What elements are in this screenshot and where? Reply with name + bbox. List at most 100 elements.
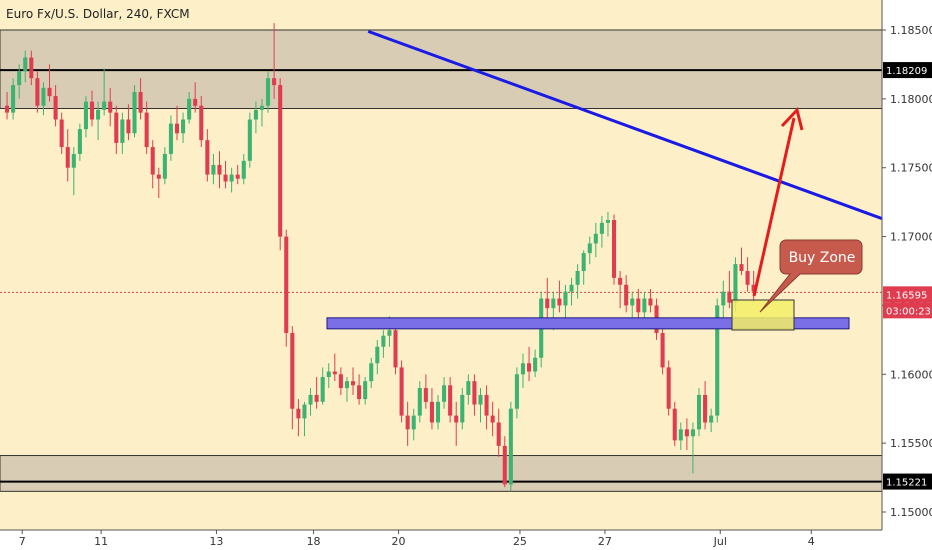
time-tick-label: 11 [94,535,108,548]
candle-body [357,385,362,400]
candle-body [751,284,756,292]
candle-body [745,271,750,285]
candle-body [229,174,234,182]
candle-body [660,332,665,368]
price-tick-label: 1.16000 [890,368,932,381]
candle-body [320,377,325,402]
candle [296,399,301,437]
time-tick-label: 13 [209,535,223,548]
candle-body [332,371,337,375]
price-tick-label: 1.17500 [890,162,932,175]
candle [187,91,192,124]
candle-body [727,291,732,303]
buy-zone-box[interactable] [731,299,795,331]
candle [417,381,422,423]
candle-body [59,119,64,148]
candle [223,160,228,189]
candle [605,211,610,237]
support-zone [0,455,883,492]
candle [156,167,161,199]
candle-body [684,429,689,437]
candle [126,104,131,141]
candle [83,96,88,138]
candle [89,90,95,127]
candle-body [108,101,113,113]
candle [278,78,283,251]
time-axis[interactable]: 7 11 13 18 20 25 27 Jul 4 [0,529,882,550]
candle [520,353,526,389]
bullish-arrow-line[interactable] [752,117,796,297]
candle-body [11,85,16,113]
blue-zone-rectangle[interactable] [326,317,850,330]
candle-body [114,112,119,143]
candle-body [612,220,617,278]
candle [539,291,544,368]
candle [357,374,362,405]
candle [508,401,513,492]
candle [569,277,574,306]
candle-body [217,164,222,175]
price-axis[interactable]: 1.185001.180001.175001.170001.165001.160… [881,0,932,550]
candle-body [739,264,744,271]
candle [618,271,623,309]
candle [181,112,186,143]
candle-body [569,284,574,292]
candle [478,388,483,423]
candle-body [672,408,677,441]
candle [484,385,489,430]
arrow-head-icon [780,106,804,131]
chart-title: Euro Fx/U.S. Dollar, 240, FXCM [6,7,190,21]
candle [235,164,240,185]
countdown-tag: 03:00:23 [886,306,931,317]
upper-price-tag-bg [883,62,932,79]
buy-zone-label: Buy Zone [789,250,856,266]
candle [642,291,647,320]
candle-body [181,119,186,134]
candle-body [53,96,58,120]
candle-body [514,374,519,409]
candle [247,112,252,168]
candle-body [508,408,513,485]
candle [599,215,604,248]
candle [624,275,629,313]
candle-body [259,105,265,110]
candle [11,78,16,120]
candle [102,68,107,116]
candle [575,264,580,299]
candle-body [235,174,240,179]
candle-body [23,57,28,72]
candle [144,101,149,154]
candle-body [411,415,416,430]
candle [23,50,28,83]
candle-body [174,123,180,134]
candle-body [308,394,313,405]
candle-body [144,112,149,148]
candle [138,78,143,120]
candle-body [484,394,489,416]
price-tick-label: 1.15500 [890,437,932,450]
candle [108,87,113,127]
candle [41,82,46,116]
price-tick-label: 1.18000 [890,93,932,106]
candle [557,280,562,313]
candle-body [642,298,647,313]
price-tick-label: 1.17000 [890,231,932,244]
downtrend-line[interactable] [367,29,932,385]
candle-body [29,57,34,79]
candle-body [527,363,532,372]
candle [5,91,10,120]
candle-body [690,429,695,437]
buy-zone-callout[interactable] [759,239,863,313]
candle [429,388,434,430]
candle [563,284,568,320]
candle-body [466,381,471,395]
candle [211,153,216,185]
current-price-tag: 1.16595 [886,290,927,301]
candle [648,288,653,313]
candle [375,339,380,375]
candle [405,401,410,446]
candle [29,50,34,86]
candle [369,357,374,389]
